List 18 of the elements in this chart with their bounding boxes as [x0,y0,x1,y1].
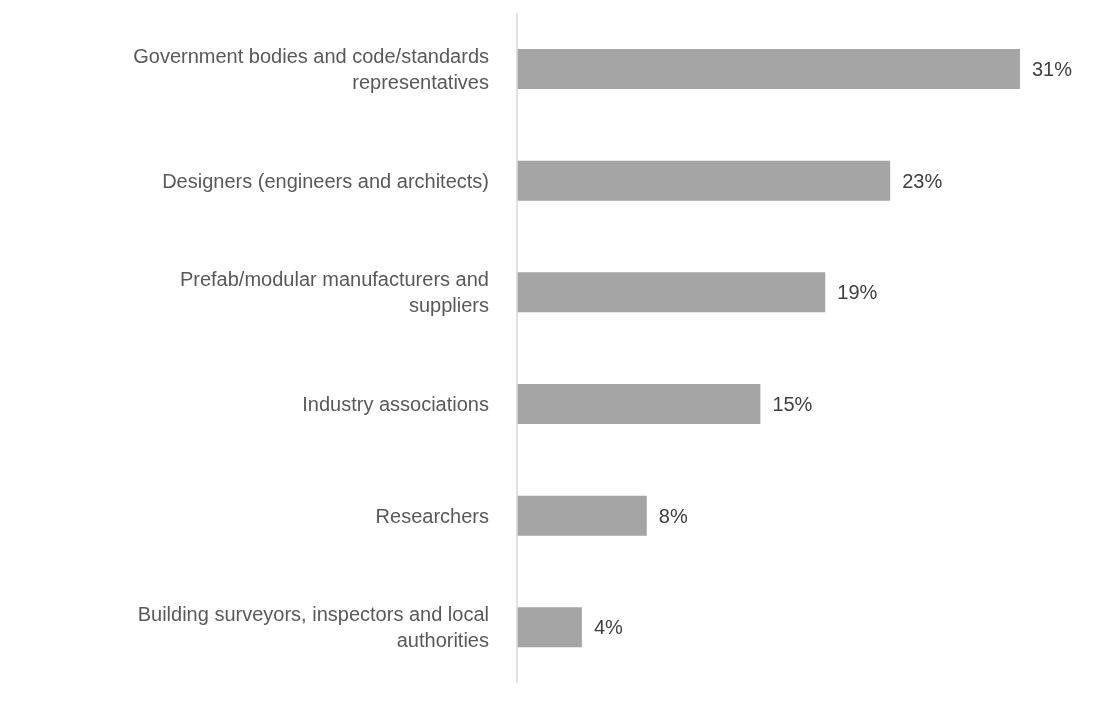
bar [517,607,582,648]
bar [517,160,891,201]
y-tick-label: Industry associations [302,392,489,415]
data-label: 8% [658,504,688,527]
data-label: 15% [772,393,813,416]
y-tick-label: Researchers [375,504,489,527]
bar [517,49,1020,89]
data-label: 23% [902,169,943,192]
y-tick-label: Government bodies and code/standards representatives [133,44,489,93]
data-label: 19% [837,281,878,304]
data-label: 4% [593,616,624,639]
y-tick-label: Prefab/modular manufacturers and suppliers [179,268,489,317]
data-label: 31% [1032,58,1073,81]
bar [517,384,761,424]
y-tick-label: Designers (engineers and architects) [162,169,489,192]
bar [517,272,826,313]
y-tick-label: Building surveyors, inspectors and local authorities [137,603,489,652]
bar [517,495,647,536]
